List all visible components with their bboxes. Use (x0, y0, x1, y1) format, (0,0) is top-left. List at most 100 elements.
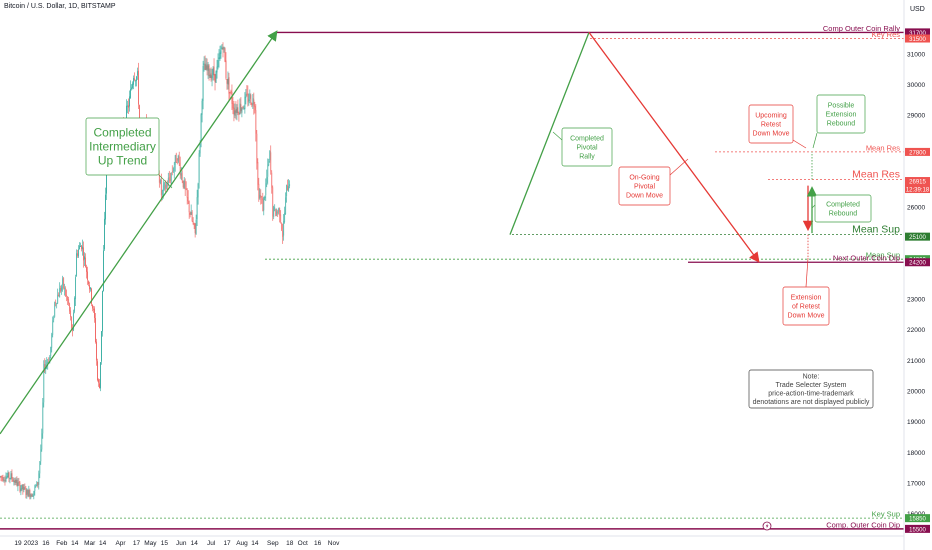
candle-body (7, 472, 9, 477)
candle-body (169, 179, 171, 182)
price-badge (905, 514, 930, 523)
completed-rally-note-text: Pivotal (576, 144, 597, 151)
candle-body (259, 195, 261, 198)
extension-retest-note-pointer (805, 257, 809, 288)
candle-body (90, 287, 91, 290)
candle-body (34, 486, 36, 492)
candle-body (183, 180, 185, 188)
x-tick-label: 16 (42, 540, 50, 547)
candle-body (101, 331, 102, 362)
candle-body (214, 74, 216, 83)
price-badge (905, 258, 930, 267)
currency-label: USD (910, 6, 925, 13)
completed-uptrend-note-text: Up Trend (98, 154, 147, 168)
completed-rally-note-box (561, 127, 613, 167)
candle-body (93, 308, 94, 310)
completed-rebound-note-text: Rebound (829, 210, 858, 217)
candle-body (69, 303, 71, 312)
candle-body (207, 64, 209, 71)
candle-body (270, 152, 272, 172)
candle-body (167, 178, 169, 186)
candle-body (11, 473, 13, 479)
price-badge (905, 34, 930, 43)
candle-body (26, 489, 28, 495)
candle-body (257, 162, 259, 185)
candle-body (63, 277, 65, 289)
level-label: Comp Outer Coin Rally (823, 24, 900, 33)
candle-body (70, 310, 72, 318)
candle-body (96, 341, 97, 361)
candle-body (16, 479, 18, 486)
candle-body (85, 257, 86, 268)
candle-body (285, 197, 287, 215)
candle-body (275, 208, 277, 217)
candle-body (41, 433, 43, 450)
candle-body (95, 318, 96, 343)
candle-body (280, 214, 282, 223)
price-badge-label: 27800 (909, 150, 926, 156)
candle-body (197, 183, 199, 198)
candle-body (77, 253, 78, 256)
candle-body (39, 461, 41, 474)
candle-body (253, 99, 255, 107)
candle-body (18, 481, 20, 483)
candle-body (252, 98, 254, 105)
candle-body (166, 185, 168, 187)
level-label: Comp. Outer Coin Dip (826, 520, 900, 529)
possible-extension-note-pointer (812, 132, 818, 149)
candle-body (53, 317, 55, 320)
candle-body (12, 479, 14, 482)
candle-body (261, 198, 263, 200)
pivotal-rally-line (509, 32, 590, 235)
x-tick-label: 14 (251, 540, 259, 547)
candle-body (88, 281, 89, 285)
x-tick-label: 14 (191, 540, 199, 547)
candle-body (229, 92, 231, 93)
x-tick-label: Apr (115, 540, 126, 547)
candle-body (50, 346, 52, 356)
upcoming-retest-note-text: Retest (761, 121, 781, 128)
price-badge (905, 147, 930, 156)
candle-body (239, 103, 241, 115)
candle-body (173, 165, 175, 171)
candle-body (2, 477, 4, 481)
candle-body (228, 77, 230, 94)
candle-body (1, 476, 3, 478)
completed-uptrend-note-box (85, 117, 160, 176)
candle-body (60, 287, 62, 292)
y-tick-label: 20000 (907, 388, 925, 395)
candle-body (64, 287, 66, 289)
candle-body (32, 495, 34, 497)
candle-body (178, 156, 180, 163)
candle-body (179, 162, 181, 175)
price-badge-label: 15850 (909, 517, 926, 523)
candle-body (194, 223, 196, 234)
candle-body (44, 364, 46, 370)
candle-body (168, 177, 170, 180)
candle-body (42, 402, 44, 434)
candle-body (267, 164, 269, 177)
candle-body (246, 93, 248, 95)
candle-body (92, 304, 93, 309)
candle-body (79, 245, 80, 250)
level-label: Mean Res (852, 168, 900, 180)
candle-body (223, 47, 225, 49)
candle-body (272, 187, 274, 217)
candle-body (258, 183, 260, 199)
flash-icon-glyph (765, 523, 769, 529)
price-badge-label: 26915 (909, 180, 926, 186)
y-tick-label: 30000 (907, 82, 925, 89)
candle-body (131, 87, 132, 90)
possible-extension-note-text: Extension (826, 111, 857, 118)
completed-rebound-note-pointer (811, 204, 816, 209)
candle-body (71, 316, 73, 329)
candle-body (33, 490, 35, 496)
candle-body (255, 110, 257, 134)
candle-body (98, 379, 99, 383)
x-tick-label: Sep (267, 540, 279, 547)
candle-body (87, 271, 88, 280)
candle-body (174, 155, 176, 165)
candle-body (136, 76, 137, 82)
candle-body (218, 57, 220, 60)
